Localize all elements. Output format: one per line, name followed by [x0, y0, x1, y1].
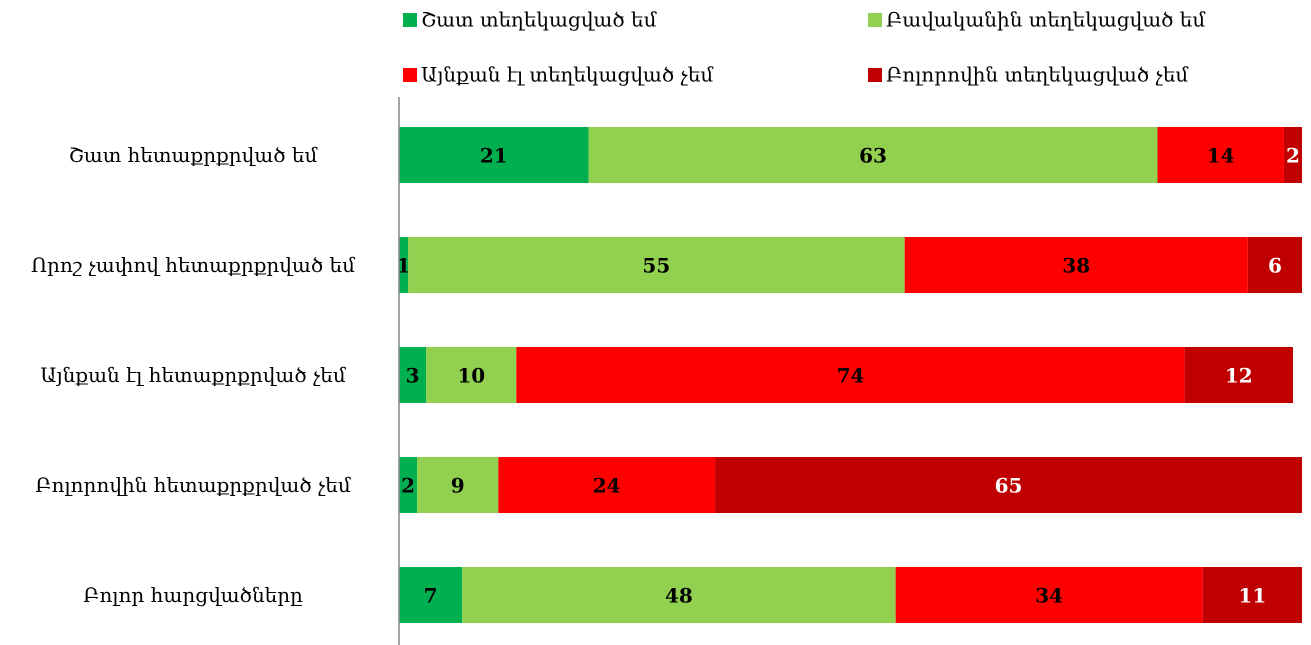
data-label: 74 [837, 364, 865, 388]
bar-segment [1157, 127, 1284, 183]
bar-segment [399, 237, 409, 293]
bar-segment [516, 347, 1185, 403]
data-label: 34 [1035, 584, 1063, 608]
bar-segment [498, 457, 716, 513]
data-label: 21 [480, 144, 508, 168]
category-label: Շատ հետաքրքրված եմ [68, 143, 318, 167]
bar-segment [399, 567, 463, 623]
bar-segment [1202, 567, 1302, 623]
data-label: 24 [593, 474, 621, 498]
legend-swatch [403, 68, 417, 82]
bar-segment [426, 347, 517, 403]
legend-label: Բոլորովին տեղեկացված չեմ [886, 63, 1188, 87]
data-label: 38 [1062, 254, 1090, 278]
data-label: 2 [401, 474, 415, 498]
legend-swatch [403, 13, 417, 27]
data-label: 3 [406, 364, 420, 388]
legend-swatch [868, 13, 882, 27]
bar-segment [904, 237, 1248, 293]
bar-segment [408, 237, 905, 293]
data-label: 11 [1238, 584, 1266, 608]
category-label: Բոլոր հարցվածները [83, 583, 303, 607]
bar-segment [1283, 127, 1302, 183]
bar-segment [1184, 347, 1293, 403]
category-label: Բոլորովին հետաքրքրված չեմ [35, 473, 351, 497]
data-label: 10 [457, 364, 485, 388]
bar-segment [399, 457, 418, 513]
data-label: 63 [859, 144, 887, 168]
data-label: 6 [1268, 254, 1282, 278]
data-label: 2 [1286, 144, 1300, 168]
legend-label: Այնքան էլ տեղեկացված չեմ [421, 63, 713, 87]
category-label: Այնքան էլ հետաքրքրված չեմ [40, 363, 346, 387]
bar-segment [1247, 237, 1302, 293]
data-label: 48 [665, 584, 693, 608]
bar-segment [588, 127, 1158, 183]
legend-label: Բավականին տեղեկացված եմ [886, 8, 1205, 32]
bar-segment [399, 127, 589, 183]
legend-swatch [868, 68, 882, 82]
data-label: 1 [397, 254, 411, 278]
bar-segment [715, 457, 1302, 513]
category-label: Որոշ չափով հետաքրքրված եմ [31, 253, 355, 277]
legend-label: Շատ տեղեկացված եմ [421, 8, 657, 32]
data-label: 65 [995, 474, 1023, 498]
bar-segment [462, 567, 896, 623]
bar-segment [895, 567, 1203, 623]
data-label: 55 [642, 254, 670, 278]
data-label: 12 [1225, 364, 1253, 388]
data-label: 7 [424, 584, 438, 608]
bar-segment [399, 347, 427, 403]
data-label: 14 [1207, 144, 1235, 168]
bar-segment [417, 457, 499, 513]
data-label: 9 [451, 474, 465, 498]
